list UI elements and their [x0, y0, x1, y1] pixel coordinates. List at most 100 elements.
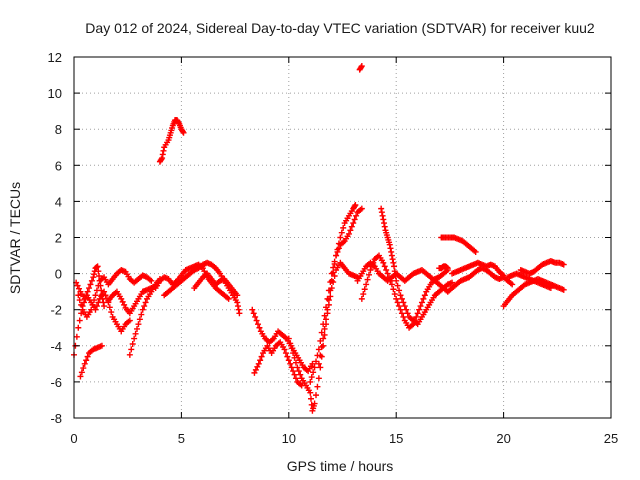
data-point — [321, 312, 328, 319]
data-point — [444, 265, 451, 272]
data-point — [472, 248, 479, 255]
data-point — [352, 202, 359, 209]
data-point — [333, 252, 340, 259]
data-point — [317, 364, 324, 371]
data-point — [410, 321, 417, 328]
data-point — [136, 316, 143, 323]
series-track-19 — [354, 259, 451, 295]
data-point — [142, 299, 149, 306]
data-point — [89, 301, 96, 308]
data-point — [321, 325, 328, 332]
data-point — [291, 371, 298, 378]
data-point — [160, 147, 167, 154]
data-point — [159, 151, 166, 158]
data-point — [101, 303, 108, 310]
y-tick-label: 0 — [55, 267, 62, 282]
data-point — [88, 306, 95, 313]
series-track-15 — [315, 202, 359, 367]
data-point — [179, 128, 186, 135]
data-point — [391, 263, 398, 270]
data-point — [378, 209, 385, 216]
data-point — [314, 383, 321, 390]
data-point — [249, 306, 256, 313]
data-point — [91, 271, 98, 278]
series-track-17 — [378, 205, 456, 328]
data-point — [256, 324, 263, 331]
data-point — [118, 295, 125, 302]
x-tick-label: 5 — [178, 431, 185, 446]
data-point — [393, 277, 400, 284]
data-point — [287, 360, 294, 367]
series-track-18 — [358, 252, 451, 331]
data-point — [308, 374, 315, 381]
data-point — [401, 303, 408, 310]
data-point — [361, 286, 368, 293]
data-point — [330, 269, 337, 276]
data-point — [396, 287, 403, 294]
data-point — [285, 335, 292, 342]
data-point — [358, 205, 365, 212]
data-point — [234, 299, 241, 306]
data-point — [252, 366, 259, 373]
series-track-26 — [517, 257, 567, 277]
data-point — [288, 364, 295, 371]
data-point — [75, 324, 82, 331]
data-point — [413, 313, 420, 320]
x-tick-label: 20 — [496, 431, 510, 446]
data-point — [414, 310, 421, 317]
data-point — [99, 295, 106, 302]
x-axis-label: GPS time / hours — [287, 458, 394, 474]
y-tick-label: 4 — [55, 194, 62, 209]
series-track-20 — [436, 263, 451, 272]
data-point — [141, 303, 148, 310]
x-tick-label: 25 — [604, 431, 618, 446]
data-point — [78, 301, 85, 308]
data-point — [95, 299, 102, 306]
data-point — [76, 285, 83, 292]
data-point — [500, 272, 507, 279]
data-point — [386, 241, 393, 248]
data-point — [76, 297, 83, 304]
series-track-9 — [191, 270, 241, 299]
data-point — [159, 155, 166, 162]
data-point — [257, 357, 264, 364]
data-point — [345, 230, 352, 237]
y-tick-label: -4 — [50, 339, 62, 354]
data-point — [258, 353, 265, 360]
data-point — [340, 224, 347, 231]
data-point — [108, 309, 115, 316]
data-point — [358, 63, 365, 70]
data-point — [334, 246, 341, 253]
data-point — [106, 304, 113, 311]
data-point — [509, 281, 516, 288]
data-point — [234, 292, 241, 299]
y-tick-label: 8 — [55, 122, 62, 137]
data-point — [397, 306, 404, 313]
data-point — [75, 292, 82, 299]
data-point — [387, 245, 394, 252]
data-point — [400, 313, 407, 320]
data-point — [307, 389, 314, 396]
data-point — [297, 371, 304, 378]
data-point — [328, 277, 335, 284]
data-point — [250, 310, 257, 317]
data-point — [404, 310, 411, 317]
data-point — [313, 392, 320, 399]
data-point — [307, 378, 314, 385]
data-point — [449, 279, 456, 286]
data-point — [416, 306, 423, 313]
data-point — [393, 295, 400, 302]
data-point — [93, 303, 100, 310]
data-point — [96, 273, 103, 280]
series-track-14 — [307, 205, 365, 385]
data-point — [350, 220, 357, 227]
data-point — [365, 271, 372, 278]
data-point — [84, 353, 91, 360]
data-point — [93, 287, 100, 294]
data-point — [353, 212, 360, 219]
series-track-5 — [105, 283, 159, 317]
data-point — [281, 346, 288, 353]
data-point — [388, 281, 395, 288]
